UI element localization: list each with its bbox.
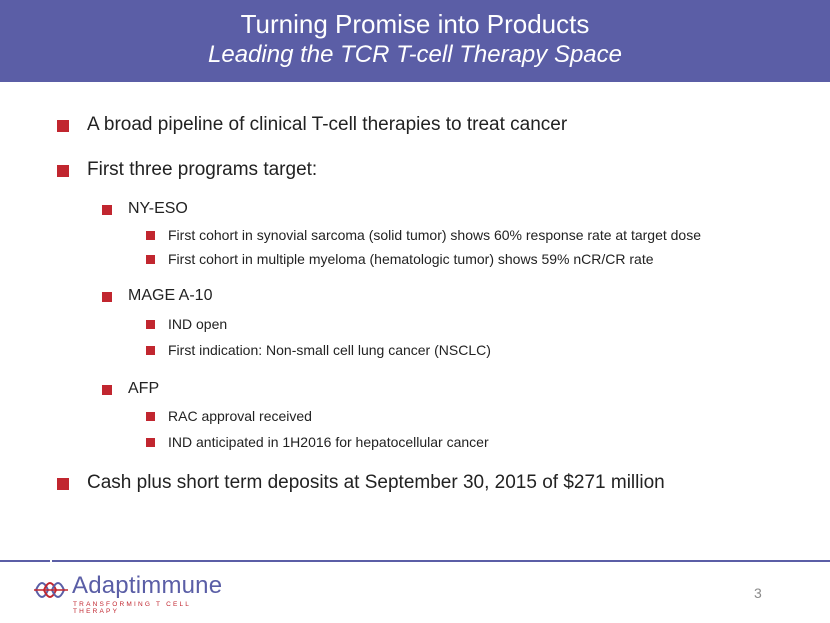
footer-divider-left [0, 560, 50, 562]
square-bullet-icon [146, 346, 155, 355]
bullet-afp-ind: IND anticipated in 1H2016 for hepatocell… [146, 434, 489, 450]
bullet-afp-rac: RAC approval received [146, 408, 312, 424]
square-bullet-icon [57, 165, 69, 177]
slide-title: Turning Promise into Products [240, 9, 590, 39]
bullet-text: A broad pipeline of clinical T-cell ther… [87, 114, 568, 135]
logo-tagline: TRANSFORMING T CELL THERAPY [73, 601, 191, 615]
bullet-text: AFP [128, 380, 160, 397]
footer-divider-right [52, 560, 830, 562]
adaptimmune-logo-icon [34, 582, 68, 598]
square-bullet-icon [146, 438, 155, 447]
bullet-nyeso-myeloma: First cohort in multiple myeloma (hemato… [146, 251, 654, 267]
bullet-text: First cohort in multiple myeloma (hemato… [168, 251, 654, 267]
square-bullet-icon [102, 292, 112, 302]
bullet-mage-nsclc: First indication: Non-small cell lung ca… [146, 342, 491, 358]
bullet-cash: Cash plus short term deposits at Septemb… [57, 472, 665, 494]
square-bullet-icon [146, 231, 155, 240]
slide-header: Turning Promise into Products Leading th… [0, 0, 830, 82]
square-bullet-icon [102, 205, 112, 215]
slide-subtitle: Leading the TCR T-cell Therapy Space [208, 41, 622, 68]
bullet-nyeso-sarcoma: First cohort in synovial sarcoma (solid … [146, 227, 702, 243]
bullet-text: First three programs target: [87, 159, 318, 180]
bullet-nyeso: NY-ESO [102, 200, 188, 218]
bullet-mage: MAGE A-10 [102, 287, 213, 305]
square-bullet-icon [146, 320, 155, 329]
logo-wordmark: Adaptimmune [72, 572, 223, 599]
square-bullet-icon [57, 478, 69, 490]
bullet-list: A broad pipeline of clinical T-cell ther… [57, 114, 702, 494]
square-bullet-icon [102, 385, 112, 395]
page-number: 3 [754, 585, 762, 601]
square-bullet-icon [146, 412, 155, 421]
square-bullet-icon [57, 120, 69, 132]
square-bullet-icon [146, 255, 155, 264]
company-logo: Adaptimmune TRANSFORMING T CELL THERAPY [32, 572, 232, 615]
bullet-pipeline: A broad pipeline of clinical T-cell ther… [57, 114, 568, 136]
bullet-mage-ind: IND open [146, 316, 228, 332]
bullet-afp: AFP [102, 380, 160, 398]
bullet-text: IND anticipated in 1H2016 for hepatocell… [168, 434, 489, 450]
bullet-programs: First three programs target: [57, 159, 318, 181]
bullet-text: First cohort in synovial sarcoma (solid … [168, 227, 702, 243]
bullet-text: NY-ESO [128, 200, 188, 217]
bullet-text: First indication: Non-small cell lung ca… [168, 342, 491, 358]
bullet-text: Cash plus short term deposits at Septemb… [87, 472, 665, 493]
bullet-text: IND open [168, 316, 228, 332]
bullet-text: MAGE A-10 [128, 287, 213, 304]
bullet-text: RAC approval received [168, 408, 312, 424]
